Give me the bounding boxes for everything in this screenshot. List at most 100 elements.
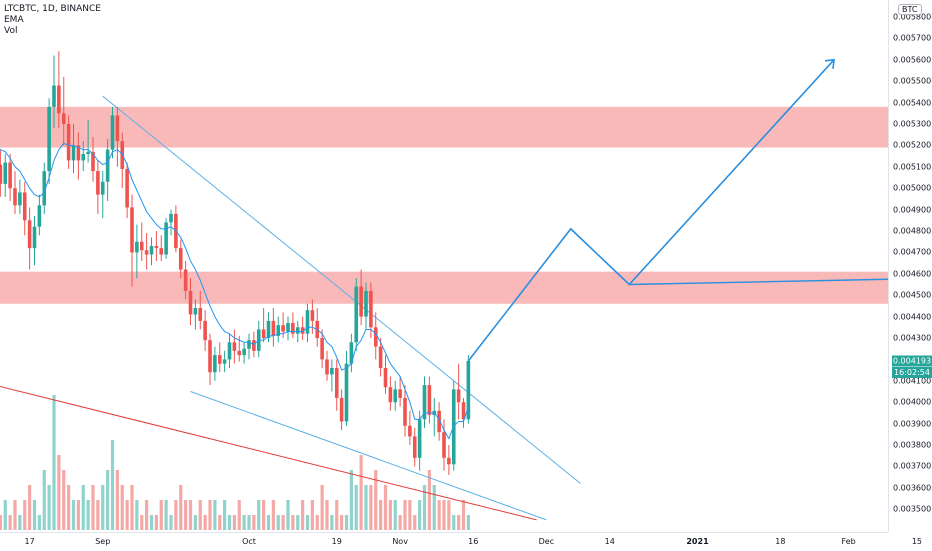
candle-body bbox=[281, 325, 285, 332]
volume-bar bbox=[193, 515, 197, 530]
candle-body bbox=[222, 359, 227, 364]
volume-bar bbox=[71, 500, 76, 530]
volume-bar bbox=[115, 470, 119, 530]
candle-body bbox=[66, 124, 71, 161]
price-tick-label: 0.005700 bbox=[893, 33, 932, 43]
volume-bar bbox=[218, 515, 222, 530]
currency-badge[interactable]: BTC bbox=[898, 4, 922, 15]
candle-body bbox=[403, 397, 407, 426]
price-chart-plot[interactable] bbox=[0, 0, 888, 532]
candle-body bbox=[178, 248, 183, 270]
price-tick-label: 0.005200 bbox=[893, 140, 932, 150]
time-tick-label: 2021 bbox=[686, 537, 709, 546]
volume-bar bbox=[28, 485, 32, 530]
candle-body bbox=[144, 250, 149, 255]
candle-body bbox=[373, 327, 378, 347]
price-tick-label: 0.004400 bbox=[893, 312, 932, 322]
volume-bar bbox=[393, 500, 397, 530]
volume-bar bbox=[442, 500, 446, 530]
volume-bar bbox=[296, 515, 300, 530]
price-axis[interactable]: 0.005800 0.005700 0.005600 0.005500 0.005400… bbox=[888, 0, 932, 532]
time-tick-label: 14 bbox=[604, 537, 615, 546]
candle-body bbox=[364, 290, 368, 317]
volume-bar bbox=[232, 515, 236, 530]
candle-body bbox=[466, 360, 471, 420]
price-tick-label: 0.005300 bbox=[893, 119, 932, 129]
time-tick-label: 18 bbox=[775, 537, 786, 546]
candle-body bbox=[81, 153, 86, 161]
volume-bar bbox=[447, 500, 451, 530]
volume-bar bbox=[383, 485, 388, 530]
time-tick-label: 15 bbox=[911, 537, 922, 546]
candle-body bbox=[359, 286, 363, 317]
candle-body bbox=[427, 385, 432, 416]
candle-body bbox=[130, 207, 134, 253]
candle-body bbox=[291, 323, 295, 334]
candle-body bbox=[242, 348, 246, 356]
volume-bar bbox=[140, 515, 144, 530]
volume-bar bbox=[130, 485, 134, 530]
ema-curve bbox=[0, 142, 469, 440]
volume-bar bbox=[364, 485, 368, 530]
candle-body bbox=[42, 171, 47, 206]
candle-body bbox=[271, 320, 276, 336]
volume-bar bbox=[266, 515, 271, 530]
volume-bar bbox=[23, 500, 27, 530]
candle-body bbox=[193, 308, 198, 315]
candle-body bbox=[13, 188, 17, 206]
volume-bar bbox=[427, 470, 431, 530]
volume-bars bbox=[0, 395, 470, 530]
volume-bar bbox=[8, 515, 12, 530]
volume-bar bbox=[120, 485, 124, 530]
candle-body bbox=[305, 310, 310, 334]
volume-bar bbox=[242, 515, 246, 530]
candle-body bbox=[378, 346, 383, 368]
candle-body bbox=[8, 162, 12, 189]
time-tick-label: Nov bbox=[392, 537, 408, 546]
volume-bar bbox=[330, 515, 334, 530]
candle-body bbox=[295, 327, 300, 334]
candle-body bbox=[37, 205, 42, 227]
candle-body bbox=[310, 310, 315, 321]
volume-bar bbox=[403, 500, 407, 530]
volume-bar bbox=[227, 515, 232, 530]
price-tick-label: 0.004500 bbox=[893, 290, 932, 300]
price-tick-label: 0.003700 bbox=[893, 461, 932, 471]
candle-body bbox=[232, 342, 237, 351]
candle-body bbox=[0, 164, 3, 184]
candle-body bbox=[349, 342, 354, 364]
volume-bar bbox=[13, 500, 17, 530]
candle-body bbox=[52, 85, 56, 107]
volume-bar bbox=[466, 515, 470, 530]
legend-vol[interactable]: Vol bbox=[4, 26, 18, 36]
time-axis[interactable]: 17 Sep Oct 19 Nov 16 Dec 14 2021 18 Feb 15 bbox=[0, 532, 922, 551]
volume-bar bbox=[379, 500, 383, 530]
candle-body bbox=[164, 222, 168, 255]
volume-bar bbox=[286, 500, 290, 530]
volume-bar bbox=[76, 500, 80, 530]
price-tick-label: 0.004000 bbox=[893, 397, 932, 407]
candle-body bbox=[213, 355, 217, 373]
channel-upper-line bbox=[102, 95, 581, 484]
candle-body bbox=[188, 290, 193, 315]
price-tick-label: 0.003500 bbox=[893, 504, 932, 514]
volume-bar bbox=[0, 515, 2, 530]
volume-bar bbox=[276, 515, 280, 530]
volume-bar bbox=[101, 485, 105, 530]
candle-body bbox=[383, 367, 388, 388]
candle-body bbox=[398, 389, 402, 398]
volume-bar bbox=[413, 515, 417, 530]
volume-bar bbox=[37, 515, 41, 530]
volume-bar bbox=[315, 515, 319, 530]
price-tick-label: 0.004900 bbox=[893, 205, 932, 215]
volume-bar bbox=[3, 500, 7, 530]
candle-body bbox=[27, 220, 32, 249]
ema-line bbox=[0, 142, 469, 440]
candle-body bbox=[412, 436, 417, 458]
candle-body bbox=[261, 329, 266, 338]
candle-body bbox=[447, 457, 451, 465]
candle-body bbox=[422, 385, 427, 420]
volume-bar bbox=[198, 500, 202, 530]
legend-symbol[interactable]: LTCBTC, 1D, BINANCE bbox=[4, 4, 101, 14]
legend-ema[interactable]: EMA bbox=[4, 15, 24, 25]
